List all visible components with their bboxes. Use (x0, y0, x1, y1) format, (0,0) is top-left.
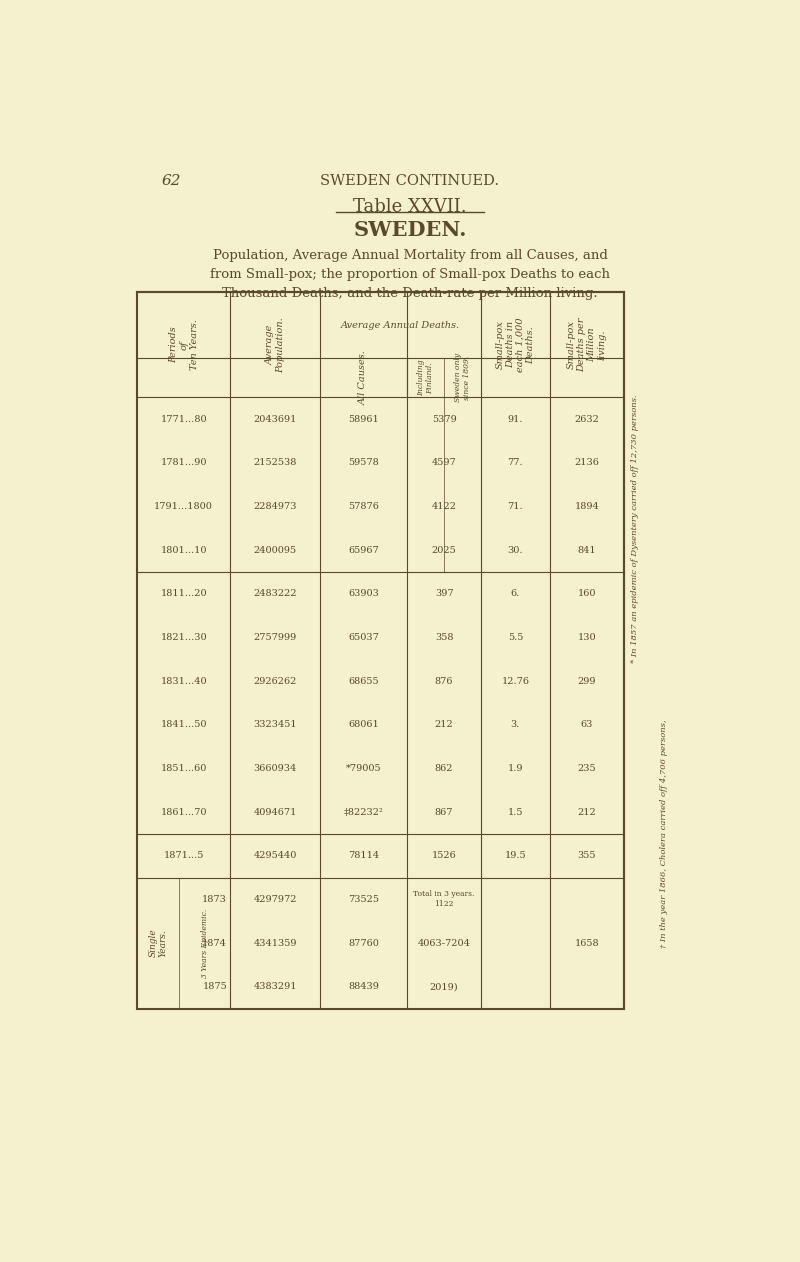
Text: 2025: 2025 (432, 545, 457, 554)
Text: 6.: 6. (510, 589, 520, 598)
Text: 2400095: 2400095 (254, 545, 297, 554)
Text: 2284973: 2284973 (254, 502, 297, 511)
Text: Including
Finland.: Including Finland. (417, 360, 434, 396)
Text: Total in 3 years.
1122: Total in 3 years. 1122 (414, 891, 474, 909)
Text: 77.: 77. (507, 458, 523, 467)
Text: 862: 862 (435, 764, 454, 772)
Text: 87760: 87760 (348, 939, 379, 948)
Text: 73525: 73525 (348, 895, 379, 904)
Text: 2019): 2019) (430, 982, 458, 991)
Text: Sweden only
since 1809.: Sweden only since 1809. (454, 353, 471, 403)
Text: 58961: 58961 (348, 415, 379, 424)
Text: 1841...50: 1841...50 (161, 721, 207, 729)
Text: 3.: 3. (510, 721, 520, 729)
Text: 1771...80: 1771...80 (160, 415, 207, 424)
Text: 4122: 4122 (432, 502, 457, 511)
Text: 5379: 5379 (432, 415, 457, 424)
Text: 235: 235 (578, 764, 596, 772)
Text: 1875: 1875 (202, 982, 227, 991)
Text: Single
Years.: Single Years. (149, 929, 168, 958)
Text: 3660934: 3660934 (254, 764, 297, 772)
Text: 71.: 71. (507, 502, 523, 511)
Text: 68655: 68655 (348, 676, 379, 685)
Text: 4295440: 4295440 (254, 851, 297, 861)
Text: 63: 63 (581, 721, 593, 729)
Text: Average Annual Deaths.: Average Annual Deaths. (341, 321, 460, 329)
Text: 65967: 65967 (348, 545, 379, 554)
Text: 160: 160 (578, 589, 596, 598)
Text: ‡82232²: ‡82232² (344, 808, 383, 817)
Text: Population, Average Annual Mortality from all Causes, and
from Small-pox; the pr: Population, Average Annual Mortality fro… (210, 249, 610, 299)
Text: Small-pox
Deaths in
each 1,000
Deaths.: Small-pox Deaths in each 1,000 Deaths. (495, 318, 535, 372)
Text: 212: 212 (578, 808, 596, 817)
Text: 397: 397 (434, 589, 454, 598)
Text: 2926262: 2926262 (254, 676, 297, 685)
Text: 4094671: 4094671 (254, 808, 297, 817)
Text: SWEDEN.: SWEDEN. (354, 221, 466, 241)
Text: 1831...40: 1831...40 (160, 676, 207, 685)
Text: 1821...30: 1821...30 (160, 634, 207, 642)
Text: 1658: 1658 (574, 939, 599, 948)
Text: 3 Years Epidemic.: 3 Years Epidemic. (201, 909, 209, 978)
Text: 4341359: 4341359 (254, 939, 297, 948)
Text: 30.: 30. (508, 545, 523, 554)
Text: 1851...60: 1851...60 (161, 764, 207, 772)
Text: 2632: 2632 (574, 415, 599, 424)
Text: 78114: 78114 (348, 851, 379, 861)
Text: 876: 876 (435, 676, 454, 685)
Text: † In the year 1866, Cholera carried off 4,706 persons,: † In the year 1866, Cholera carried off … (660, 719, 668, 948)
Text: 1861...70: 1861...70 (161, 808, 207, 817)
Text: 62: 62 (162, 174, 182, 188)
Text: 355: 355 (578, 851, 596, 861)
Text: 1.9: 1.9 (508, 764, 523, 772)
Text: SWEDEN CONTINUED.: SWEDEN CONTINUED. (321, 174, 499, 188)
Text: 841: 841 (578, 545, 596, 554)
Text: 2152538: 2152538 (254, 458, 297, 467)
Text: All Causes.: All Causes. (359, 351, 368, 405)
Text: 1874: 1874 (202, 939, 227, 948)
Text: 358: 358 (435, 634, 454, 642)
Text: 91.: 91. (508, 415, 523, 424)
Text: 1781...90: 1781...90 (161, 458, 207, 467)
Text: 5.5: 5.5 (508, 634, 523, 642)
Text: 68061: 68061 (348, 721, 379, 729)
Text: 1791...1800: 1791...1800 (154, 502, 213, 511)
Text: 130: 130 (578, 634, 596, 642)
Text: 57876: 57876 (348, 502, 379, 511)
Text: 12.76: 12.76 (502, 676, 530, 685)
Text: 19.5: 19.5 (505, 851, 526, 861)
Text: * In 1857 an epidemic of Dysentery carried off 12,730 persons.: * In 1857 an epidemic of Dysentery carri… (631, 394, 639, 663)
Text: 2136: 2136 (574, 458, 599, 467)
Text: 4597: 4597 (432, 458, 457, 467)
Text: 1526: 1526 (432, 851, 457, 861)
Text: 299: 299 (578, 676, 596, 685)
Text: 2757999: 2757999 (254, 634, 297, 642)
Text: 3323451: 3323451 (254, 721, 297, 729)
Text: 65037: 65037 (348, 634, 379, 642)
Text: 1873: 1873 (202, 895, 227, 904)
Text: 63903: 63903 (348, 589, 379, 598)
Text: 1894: 1894 (574, 502, 599, 511)
Text: 4063-7204: 4063-7204 (418, 939, 470, 948)
Text: 2043691: 2043691 (254, 415, 297, 424)
Text: 4297972: 4297972 (254, 895, 297, 904)
Text: Table XXVII.: Table XXVII. (353, 198, 467, 216)
Text: 212: 212 (434, 721, 454, 729)
Text: 4383291: 4383291 (254, 982, 297, 991)
Text: 88439: 88439 (348, 982, 379, 991)
Text: Periods
of
Ten Years.: Periods of Ten Years. (169, 319, 198, 370)
Text: 1811...20: 1811...20 (160, 589, 207, 598)
Text: 867: 867 (435, 808, 454, 817)
Text: 1.5: 1.5 (508, 808, 523, 817)
Text: 59578: 59578 (348, 458, 379, 467)
Text: 1801...10: 1801...10 (161, 545, 207, 554)
Text: Average
Population.: Average Population. (266, 317, 285, 372)
Text: 2483222: 2483222 (254, 589, 297, 598)
Text: 1871...5: 1871...5 (163, 851, 204, 861)
Text: Small-pox
Deaths per
Million
living.: Small-pox Deaths per Million living. (566, 318, 606, 372)
Text: *79005: *79005 (346, 764, 382, 772)
